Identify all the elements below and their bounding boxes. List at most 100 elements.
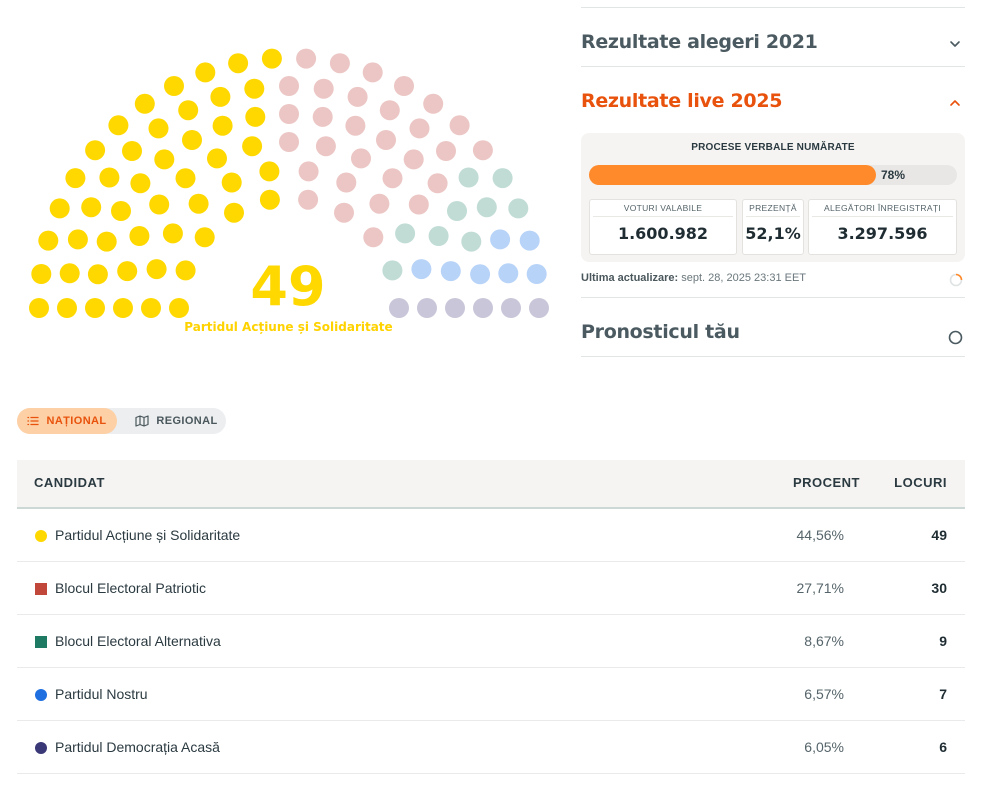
seat-group-0 xyxy=(162,223,183,244)
party-percent: 8,67% xyxy=(804,633,844,649)
party-color-marker xyxy=(35,583,47,595)
seat-group-1 xyxy=(313,78,334,99)
tab-national[interactable]: NAȚIONAL xyxy=(17,408,117,434)
seat-group-0 xyxy=(29,298,49,318)
seat-group-0 xyxy=(85,298,105,318)
divider xyxy=(581,66,965,67)
seat-group-1 xyxy=(409,118,430,139)
seat-group-3 xyxy=(470,264,491,285)
chevron-down-icon[interactable] xyxy=(949,38,961,50)
seat-group-0 xyxy=(207,148,227,169)
seat-group-2 xyxy=(492,168,513,189)
seat-group-0 xyxy=(122,141,142,161)
seat-group-0 xyxy=(31,264,52,284)
seat-group-0 xyxy=(175,168,196,189)
party-color-marker xyxy=(35,530,47,542)
party-seats: 9 xyxy=(939,633,947,649)
stat-value: 1.600.982 xyxy=(617,224,709,243)
seat-group-2 xyxy=(476,197,497,218)
seat-group-2 xyxy=(447,201,467,221)
column-percent: PROCENT xyxy=(792,475,860,490)
seat-group-2 xyxy=(382,260,403,281)
seat-group-0 xyxy=(49,198,70,219)
seat-group-0 xyxy=(113,298,133,318)
seat-group-3 xyxy=(526,264,547,284)
seat-group-1 xyxy=(449,115,470,136)
seat-group-0 xyxy=(210,86,231,107)
party-percent: 6,57% xyxy=(804,686,844,702)
parliament-chart: 49 Partidul Acțiune și Solidaritate xyxy=(0,0,560,360)
party-name: Partidul Nostru xyxy=(55,686,148,702)
seat-group-1 xyxy=(298,161,319,182)
seat-group-0 xyxy=(154,149,175,170)
seat-group-1 xyxy=(334,202,354,223)
seat-group-1 xyxy=(315,136,336,157)
party-name: Partidul Democrația Acasă xyxy=(55,739,220,755)
party-seats: 49 xyxy=(931,527,947,543)
tab-regional-label: REGIONAL xyxy=(156,415,218,427)
last-updated-value: sept. 28, 2025 23:31 EET xyxy=(681,272,807,284)
stat-divider xyxy=(812,216,953,217)
seat-group-0 xyxy=(111,201,131,221)
stat-label: PREZENȚĂ xyxy=(749,203,797,213)
seat-group-0 xyxy=(221,172,242,193)
party-name: Partidul Acțiune și Solidaritate xyxy=(55,527,241,543)
seat-group-0 xyxy=(146,259,167,280)
seat-group-4 xyxy=(529,298,549,318)
progress-label: 78% xyxy=(881,168,906,182)
seat-group-3 xyxy=(519,230,540,251)
seat-group-1 xyxy=(423,93,444,114)
stat-label: VOTURI VALABILE xyxy=(623,203,703,213)
seat-group-1 xyxy=(363,227,384,248)
seat-group-1 xyxy=(403,149,424,170)
divider xyxy=(581,7,965,8)
seat-group-4 xyxy=(417,298,437,318)
seat-group-0 xyxy=(148,118,169,139)
seat-group-0 xyxy=(81,197,102,218)
stat-valid-votes: VOTURI VALABILE 1.600.982 xyxy=(589,199,737,255)
seat-group-3 xyxy=(498,263,519,284)
results-table: CANDIDAT PROCENT LOCURI Partidul Acțiune… xyxy=(17,460,965,774)
stat-registered-voters: ALEGĂTORI ÎNREGISTRAȚI 3.297.596 xyxy=(808,199,957,255)
last-updated-label: Ultima actualizare: xyxy=(581,272,679,284)
seat-group-0 xyxy=(175,260,196,281)
live-results-card: PROCESE VERBALE NUMĂRATE 78% VOTURI VALA… xyxy=(581,133,965,262)
party-percent: 44,56% xyxy=(796,527,844,543)
seat-group-0 xyxy=(141,298,161,318)
table-header: CANDIDAT PROCENT LOCURI xyxy=(17,460,965,509)
seat-group-0 xyxy=(65,168,86,189)
party-color-marker xyxy=(35,742,47,754)
list-icon xyxy=(27,416,40,426)
table-row: Partidul Nostru 6,57% 7 xyxy=(17,668,965,721)
seat-group-0 xyxy=(129,226,150,246)
last-updated: Ultima actualizare: sept. 28, 2025 23:31… xyxy=(581,272,806,284)
party-color-marker xyxy=(35,689,47,701)
leading-party-seats: 49 xyxy=(250,255,326,318)
table-row: Partidul Acțiune și Solidaritate 44,56% 49 xyxy=(17,509,965,562)
stat-divider xyxy=(593,216,733,217)
accordion-forecast-title[interactable]: Pronosticul tău xyxy=(581,321,740,343)
seat-group-0 xyxy=(242,136,263,157)
chevron-up-icon[interactable] xyxy=(949,97,961,109)
tab-regional[interactable]: REGIONAL xyxy=(127,408,226,434)
party-seats: 30 xyxy=(931,580,947,596)
circle-icon[interactable] xyxy=(948,330,963,345)
seat-group-4 xyxy=(473,298,493,318)
seat-group-0 xyxy=(259,161,280,182)
stat-turnout: PREZENȚĂ 52,1% xyxy=(742,199,804,255)
party-percent: 27,71% xyxy=(796,580,844,596)
seat-group-1 xyxy=(329,53,350,74)
tab-national-label: NAȚIONAL xyxy=(46,415,107,427)
results-panel: Rezultate alegeri 2021 Rezultate live 20… xyxy=(581,0,965,360)
seat-group-1 xyxy=(347,86,368,107)
seat-group-4 xyxy=(501,298,521,318)
accordion-2021-title[interactable]: Rezultate alegeri 2021 xyxy=(581,31,818,53)
seat-group-1 xyxy=(279,104,299,124)
seat-group-4 xyxy=(445,298,465,318)
seat-group-0 xyxy=(188,193,209,214)
column-candidate: CANDIDAT xyxy=(34,475,105,490)
seat-group-3 xyxy=(440,261,461,282)
seat-group-4 xyxy=(389,298,409,318)
seat-group-0 xyxy=(178,100,199,121)
accordion-live-title[interactable]: Rezultate live 2025 xyxy=(581,90,783,112)
